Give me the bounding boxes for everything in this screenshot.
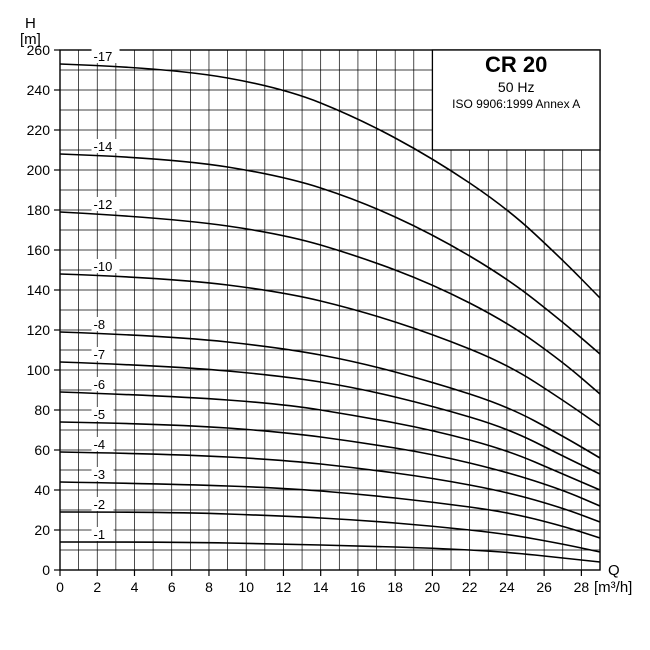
- svg-text:140: 140: [27, 282, 51, 298]
- svg-text:-8: -8: [94, 317, 106, 332]
- svg-text:8: 8: [205, 579, 213, 595]
- svg-text:160: 160: [27, 242, 51, 258]
- svg-text:-2: -2: [94, 497, 106, 512]
- svg-text:-3: -3: [94, 467, 106, 482]
- svg-text:22: 22: [462, 579, 478, 595]
- svg-text:220: 220: [27, 122, 51, 138]
- svg-text:240: 240: [27, 82, 51, 98]
- svg-text:-6: -6: [94, 377, 106, 392]
- svg-text:-14: -14: [94, 139, 113, 154]
- chart-svg: 0246810121416182022242628020406080100120…: [0, 0, 650, 650]
- svg-text:20: 20: [34, 522, 50, 538]
- svg-text:-10: -10: [94, 259, 113, 274]
- svg-text:120: 120: [27, 322, 51, 338]
- svg-text:0: 0: [42, 562, 50, 578]
- svg-text:200: 200: [27, 162, 51, 178]
- svg-text:24: 24: [499, 579, 515, 595]
- svg-text:[m³/h]: [m³/h]: [594, 579, 632, 596]
- svg-text:14: 14: [313, 579, 329, 595]
- svg-text:-12: -12: [94, 197, 113, 212]
- svg-text:-4: -4: [94, 437, 106, 452]
- svg-text:10: 10: [238, 579, 254, 595]
- svg-text:28: 28: [574, 579, 590, 595]
- svg-text:-17: -17: [94, 49, 113, 64]
- svg-text:-5: -5: [94, 407, 106, 422]
- svg-text:Q: Q: [608, 562, 620, 579]
- svg-text:CR 20: CR 20: [485, 52, 547, 77]
- svg-text:ISO 9906:1999 Annex A: ISO 9906:1999 Annex A: [452, 97, 580, 111]
- svg-text:40: 40: [34, 482, 50, 498]
- svg-text:60: 60: [34, 442, 50, 458]
- svg-text:6: 6: [168, 579, 176, 595]
- svg-text:80: 80: [34, 402, 50, 418]
- svg-text:4: 4: [131, 579, 139, 595]
- svg-text:26: 26: [536, 579, 552, 595]
- svg-text:H: H: [25, 15, 36, 32]
- svg-text:180: 180: [27, 202, 51, 218]
- svg-text:100: 100: [27, 362, 51, 378]
- svg-text:12: 12: [276, 579, 292, 595]
- svg-text:[m]: [m]: [20, 31, 41, 48]
- svg-text:-7: -7: [94, 347, 106, 362]
- svg-text:20: 20: [425, 579, 441, 595]
- svg-text:2: 2: [93, 579, 101, 595]
- svg-text:18: 18: [387, 579, 403, 595]
- svg-text:-1: -1: [94, 527, 106, 542]
- svg-text:50 Hz: 50 Hz: [498, 79, 535, 95]
- svg-text:0: 0: [56, 579, 64, 595]
- svg-text:16: 16: [350, 579, 366, 595]
- pump-curve-chart: 0246810121416182022242628020406080100120…: [0, 0, 650, 650]
